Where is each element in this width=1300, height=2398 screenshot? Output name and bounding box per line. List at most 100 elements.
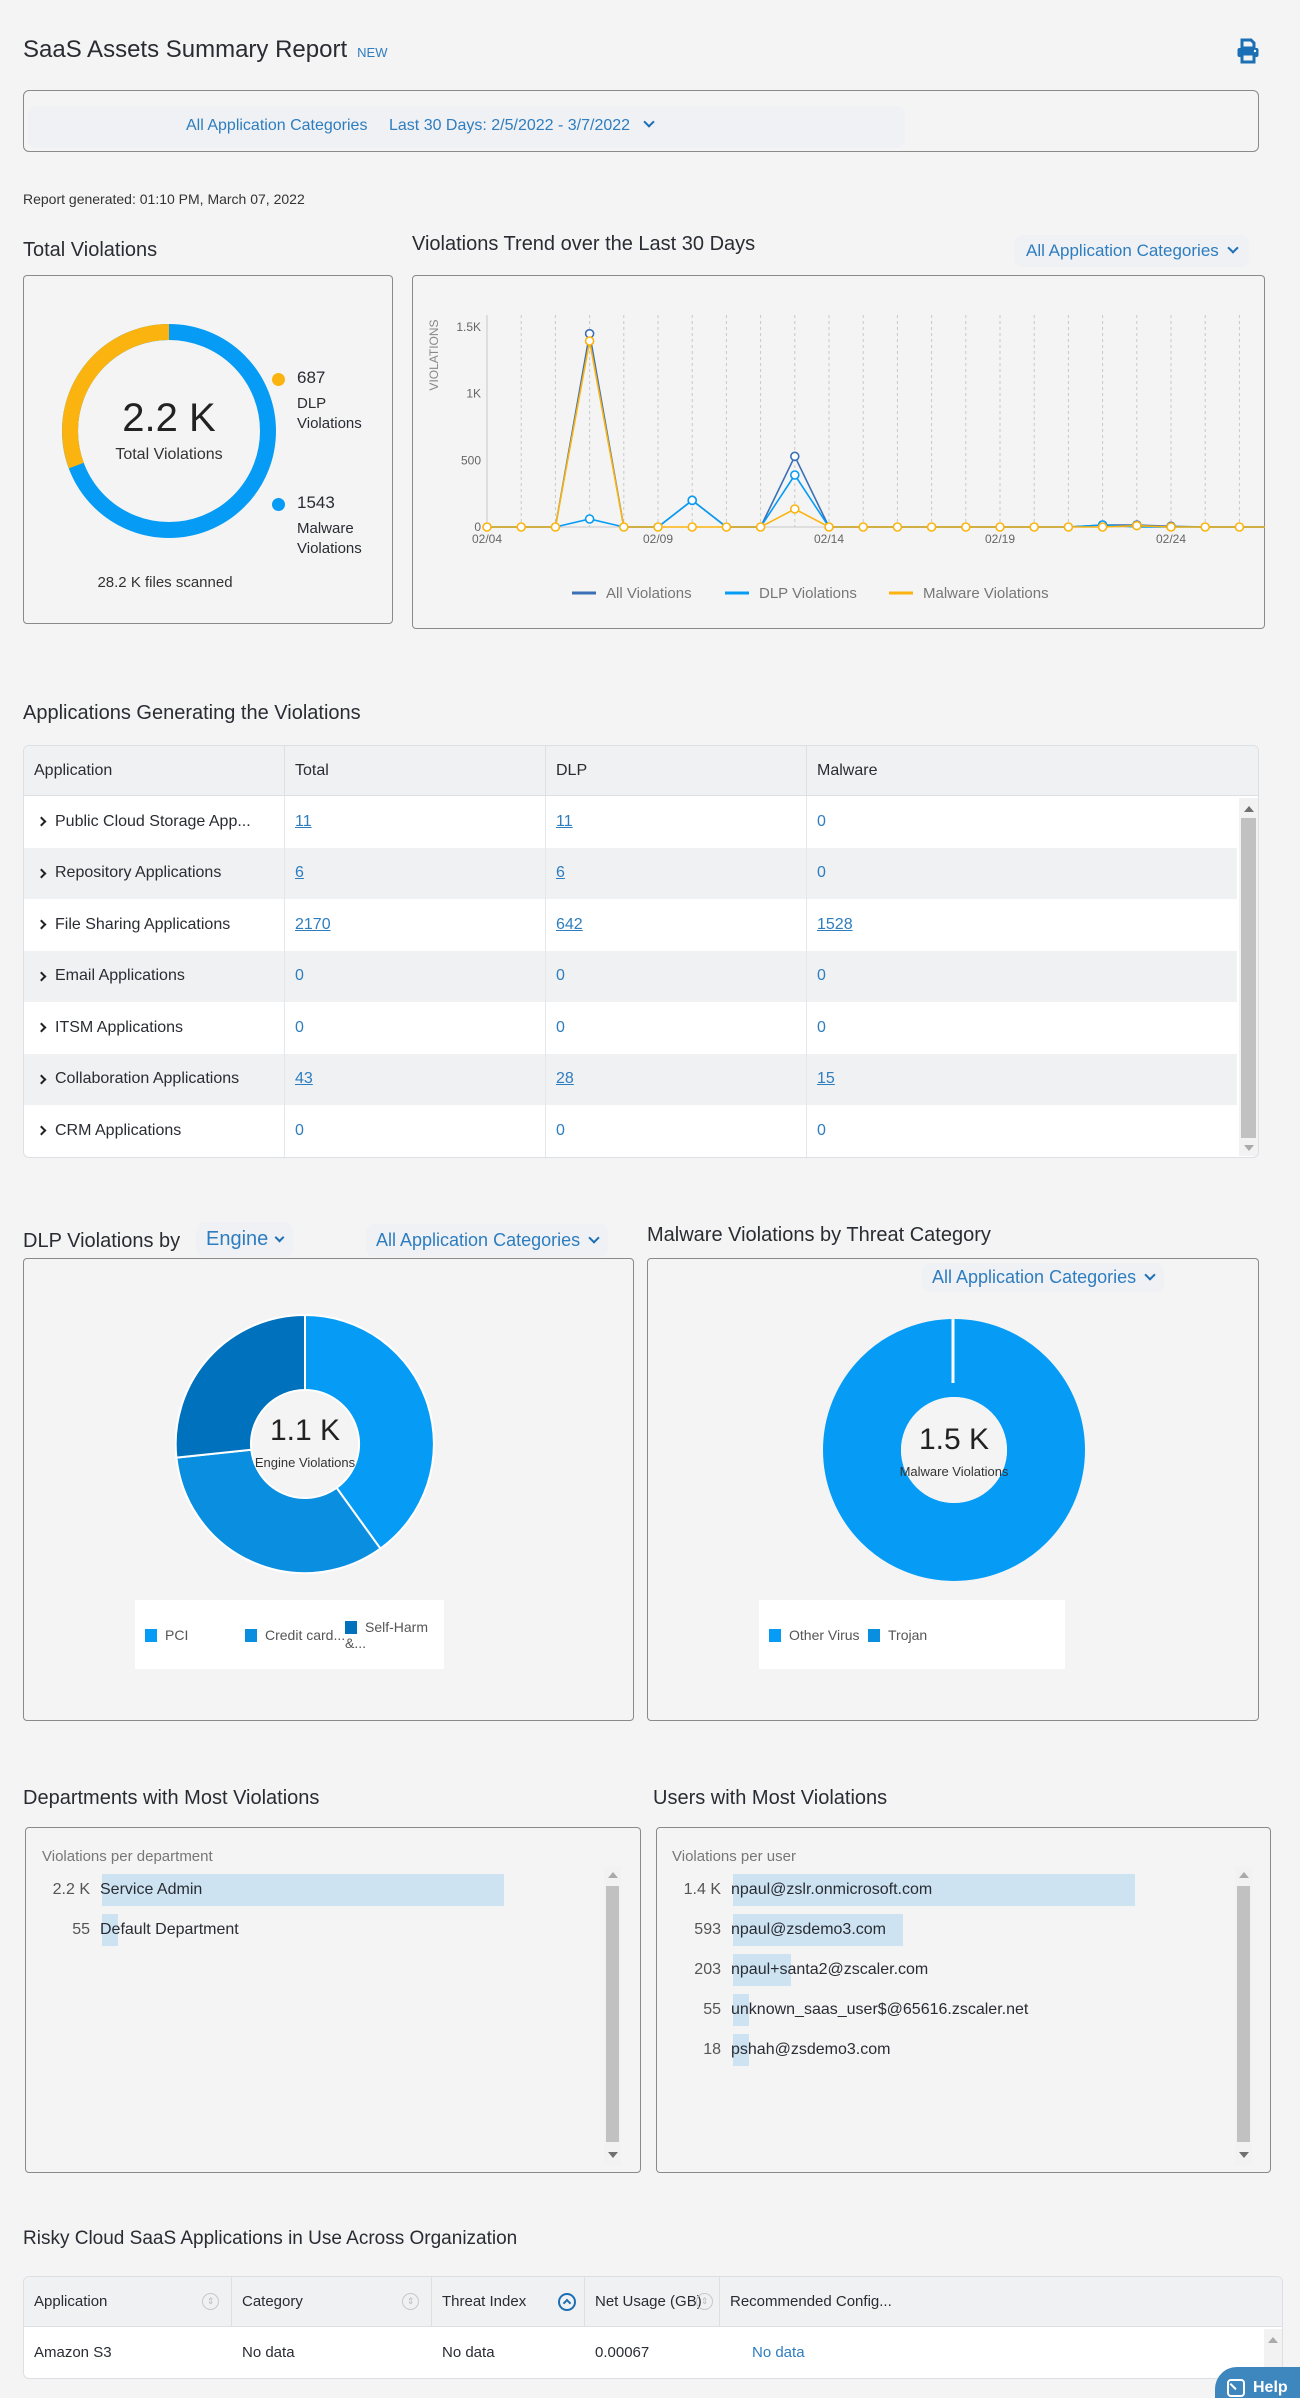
cell-application[interactable]: Collaboration Applications bbox=[24, 1053, 285, 1105]
column-header-malware[interactable]: Malware bbox=[817, 761, 878, 779]
scrollbar-thumb[interactable] bbox=[1237, 1886, 1250, 2142]
date-range-dropdown[interactable]: Last 30 Days: 2/5/2022 - 3/7/2022 bbox=[389, 116, 655, 135]
expand-chevron-icon[interactable] bbox=[36, 816, 47, 827]
expand-chevron-icon[interactable] bbox=[36, 1074, 47, 1085]
sort-icon[interactable]: ⇕ bbox=[402, 2293, 419, 2310]
cell-application[interactable]: ITSM Applications bbox=[24, 1002, 285, 1054]
table-row[interactable]: Email Applications 0 0 0 bbox=[24, 950, 1237, 1002]
svg-text:02/14: 02/14 bbox=[814, 532, 844, 546]
malware-category-dropdown[interactable]: All Application Categories bbox=[922, 1263, 1165, 1292]
category-filter-dropdown[interactable]: All Application Categories bbox=[186, 117, 368, 134]
sort-ascending-icon[interactable] bbox=[558, 2293, 576, 2311]
bar-row[interactable]: 55 unknown_saas_user$@65616.zscaler.net bbox=[657, 1994, 1028, 2026]
cell-total-wrap: 0 bbox=[285, 1002, 546, 1054]
column-header-total[interactable]: Total bbox=[285, 746, 546, 795]
scroll-up-arrow-icon[interactable] bbox=[1268, 2337, 1278, 2343]
bar-value: 55 bbox=[72, 1921, 90, 1938]
table-row[interactable]: CRM Applications 0 0 0 bbox=[24, 1105, 1237, 1157]
column-header-net-usage[interactable]: Net Usage (GB) ⇕ bbox=[585, 2277, 720, 2326]
bar-row[interactable]: 1.4 K npaul@zslr.onmicrosoft.com bbox=[657, 1874, 1135, 1906]
legend-item-self-harm[interactable]: Self-Harm &... bbox=[345, 1618, 429, 1651]
cell-application[interactable]: Email Applications bbox=[24, 950, 285, 1002]
scrollbar-thumb[interactable] bbox=[606, 1886, 619, 2142]
cell-application[interactable]: File Sharing Applications bbox=[24, 899, 285, 951]
help-button[interactable]: Help bbox=[1215, 2367, 1300, 2398]
cell-malware-link[interactable]: 1528 bbox=[817, 915, 853, 933]
total-violations-card: 2.2 K Total Violations 687 DLP Violation… bbox=[23, 275, 393, 624]
apps-table-scrollbar[interactable] bbox=[1239, 798, 1258, 1156]
cell-malware-link[interactable]: 15 bbox=[817, 1070, 835, 1088]
cell-malware: 0 bbox=[817, 967, 826, 985]
bar-row[interactable]: 18 pshah@zsdemo3.com bbox=[657, 2034, 890, 2066]
bar bbox=[733, 2034, 749, 2066]
expand-chevron-icon[interactable] bbox=[36, 919, 47, 930]
cell-total-link[interactable]: 2170 bbox=[295, 915, 331, 933]
expand-chevron-icon[interactable] bbox=[36, 971, 47, 982]
cell-malware-wrap: 0 bbox=[807, 1105, 1237, 1157]
dlp-category-dropdown[interactable]: All Application Categories bbox=[366, 1224, 609, 1257]
cell-total-link[interactable]: 43 bbox=[295, 1070, 313, 1088]
departments-scrollbar[interactable] bbox=[604, 1866, 621, 2166]
cell-net-usage: 0.00067 bbox=[595, 2344, 650, 2362]
column-header-dlp[interactable]: DLP bbox=[546, 746, 807, 795]
table-row[interactable]: Amazon S3 No data No data 0.00067 No dat… bbox=[24, 2327, 1282, 2378]
column-header-category[interactable]: Category ⇕ bbox=[232, 2277, 432, 2326]
legend-item-trojan[interactable]: Trojan bbox=[868, 1627, 927, 1643]
risky-apps-table: Application ⇕ Category ⇕ Threat Index Ne… bbox=[23, 2276, 1283, 2379]
column-header-application[interactable]: Application ⇕ bbox=[24, 2277, 232, 2326]
bar-row[interactable]: 203 npaul+santa2@zscaler.com bbox=[657, 1954, 928, 1986]
legend-item-other-virus[interactable]: Other Virus bbox=[769, 1627, 860, 1643]
cell-application[interactable]: CRM Applications bbox=[24, 1105, 285, 1157]
scroll-up-arrow-icon[interactable] bbox=[1243, 806, 1254, 812]
risky-table-header: Application ⇕ Category ⇕ Threat Index Ne… bbox=[24, 2277, 1282, 2327]
cell-total-wrap: 2170 bbox=[285, 899, 546, 951]
bar-row[interactable]: 593 npaul@zsdemo3.com bbox=[657, 1914, 903, 1946]
cell-dlp-link[interactable]: 6 bbox=[556, 864, 565, 882]
cell-dlp-link[interactable]: 28 bbox=[556, 1070, 574, 1088]
table-row[interactable]: File Sharing Applications 2170 642 1528 bbox=[24, 899, 1237, 951]
legend-item-credit-card[interactable]: Credit card... bbox=[245, 1627, 345, 1643]
dlp-group-by-dropdown[interactable]: Engine bbox=[196, 1222, 294, 1257]
scroll-up-arrow-icon[interactable] bbox=[607, 1872, 618, 1878]
table-row[interactable]: Repository Applications 6 6 0 bbox=[24, 847, 1237, 899]
scrollbar-thumb[interactable] bbox=[1241, 818, 1256, 1138]
cell-dlp-wrap: 0 bbox=[546, 1002, 807, 1054]
cell-dlp-link[interactable]: 11 bbox=[556, 812, 573, 830]
bar-row[interactable]: 2.2 K Service Admin bbox=[26, 1874, 504, 1906]
files-scanned: 28.2 K files scanned bbox=[97, 574, 233, 591]
cell-total-link[interactable]: 11 bbox=[295, 812, 312, 830]
bar-value: 18 bbox=[703, 2041, 721, 2058]
trend-category-dropdown[interactable]: All Application Categories bbox=[1014, 235, 1249, 267]
expand-chevron-icon[interactable] bbox=[36, 1125, 47, 1136]
cell-malware-wrap: 0 bbox=[807, 1002, 1237, 1054]
svg-text:DLP Violations: DLP Violations bbox=[759, 585, 857, 602]
bar-row[interactable]: 55 Default Department bbox=[26, 1914, 239, 1946]
print-button[interactable] bbox=[1236, 38, 1260, 64]
cell-recommended-config-link[interactable]: No data bbox=[752, 2344, 805, 2362]
expand-chevron-icon[interactable] bbox=[36, 1022, 47, 1033]
column-header-recommended-config[interactable]: Recommended Config... bbox=[730, 2293, 892, 2310]
legend-item-pci[interactable]: PCI bbox=[145, 1627, 188, 1643]
table-row[interactable]: Collaboration Applications 43 28 15 bbox=[24, 1053, 1237, 1105]
column-header-application[interactable]: Application bbox=[24, 746, 285, 795]
new-badge: NEW bbox=[357, 45, 388, 60]
scroll-down-arrow-icon[interactable] bbox=[1238, 2152, 1249, 2158]
cell-total-link[interactable]: 6 bbox=[295, 864, 304, 882]
cell-dlp-wrap: 6 bbox=[546, 847, 807, 899]
expand-chevron-icon[interactable] bbox=[36, 868, 47, 879]
cell-dlp-link[interactable]: 642 bbox=[556, 915, 583, 933]
table-row[interactable]: ITSM Applications 0 0 0 bbox=[24, 1002, 1237, 1054]
bar-value: 2.2 K bbox=[52, 1881, 90, 1898]
printer-icon bbox=[1237, 38, 1259, 64]
scroll-down-arrow-icon[interactable] bbox=[607, 2152, 618, 2158]
sort-icon[interactable]: ⇕ bbox=[202, 2293, 219, 2310]
scroll-up-arrow-icon[interactable] bbox=[1238, 1872, 1249, 1878]
cell-application[interactable]: Public Cloud Storage App... bbox=[24, 796, 285, 848]
users-scrollbar[interactable] bbox=[1235, 1866, 1252, 2166]
table-row[interactable]: Public Cloud Storage App... 11 11 0 bbox=[24, 796, 1237, 848]
cell-application[interactable]: Repository Applications bbox=[24, 847, 285, 899]
scroll-down-arrow-icon[interactable] bbox=[1243, 1145, 1254, 1151]
sort-icon[interactable]: ⇕ bbox=[696, 2293, 713, 2310]
bar bbox=[733, 1954, 791, 1986]
column-header-threat-index[interactable]: Threat Index bbox=[432, 2277, 585, 2326]
